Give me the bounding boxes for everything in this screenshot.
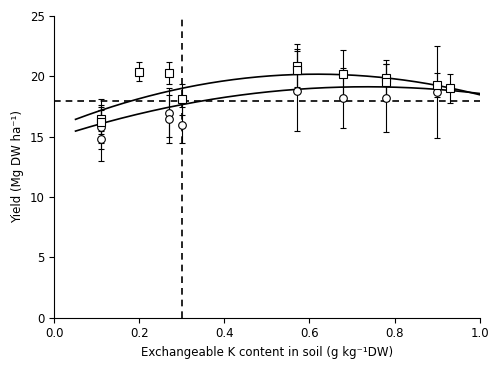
Y-axis label: Yield (Mg DW ha⁻¹): Yield (Mg DW ha⁻¹): [11, 110, 24, 223]
X-axis label: Exchangeable K content in soil (g kg⁻¹DW): Exchangeable K content in soil (g kg⁻¹DW…: [141, 346, 393, 359]
